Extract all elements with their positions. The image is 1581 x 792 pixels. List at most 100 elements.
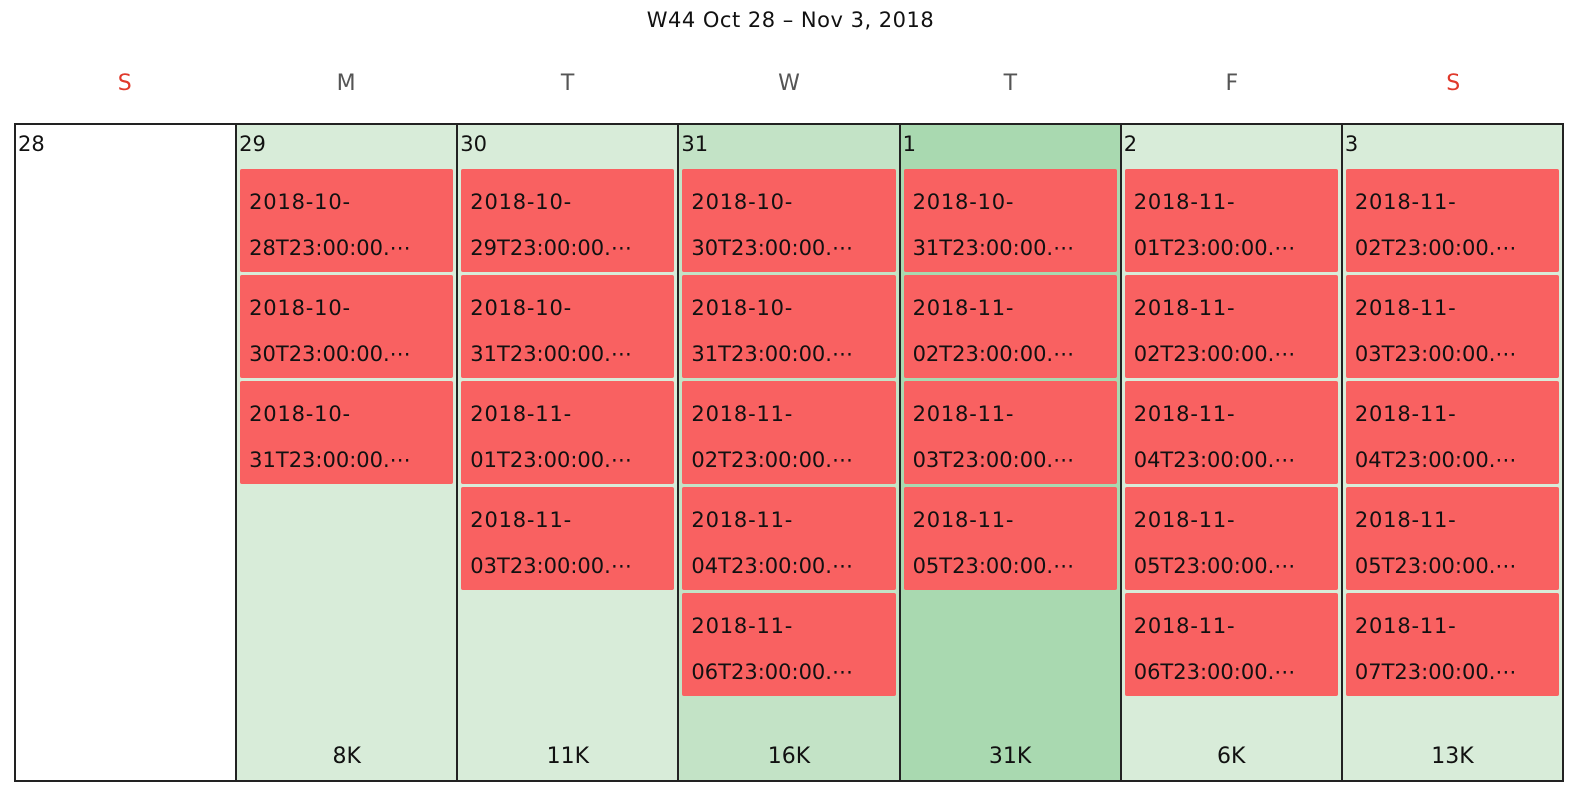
event-time-line: 05T23:00:00.⋯ — [1354, 554, 1517, 578]
event-time-line: 31T23:00:00.⋯ — [249, 448, 411, 472]
event-list: 2018-10- 30T23:00:00.⋯ 2018-10- 31T23:00:00… — [682, 169, 896, 699]
event-item[interactable]: 2018-11- 06T23:00:00.⋯ — [1124, 593, 1338, 696]
event-item[interactable]: 2018-11- 03T23:00:00.⋯ — [1345, 275, 1559, 378]
event-date-line: 2018-11- — [1354, 508, 1457, 532]
event-time-line: 06T23:00:00.⋯ — [1133, 660, 1296, 684]
day-total-count: 11K — [546, 744, 590, 769]
event-date-line: 2018-10- — [691, 296, 794, 320]
event-time-line: 05T23:00:00.⋯ — [912, 554, 1075, 578]
day-total-count: 31K — [988, 744, 1032, 769]
event-time-line: 31T23:00:00.⋯ — [470, 342, 632, 366]
event-item[interactable]: 2018-11- 02T23:00:00.⋯ — [1124, 275, 1338, 378]
weekday-label-tuesday: T — [560, 71, 575, 96]
day-number: 31 — [681, 132, 709, 156]
event-date-line: 2018-10- — [912, 190, 1015, 214]
event-date-line: 2018-11- — [1354, 190, 1457, 214]
day-total-count: 6K — [1217, 744, 1246, 769]
event-date-line: 2018-11- — [1133, 614, 1236, 638]
event-item[interactable]: 2018-11- 01T23:00:00.⋯ — [1124, 169, 1338, 272]
day-number: 2 — [1123, 132, 1138, 156]
day-number: 28 — [18, 132, 45, 156]
event-item[interactable]: 2018-11- 05T23:00:00.⋯ — [903, 487, 1117, 590]
event-item[interactable]: 2018-10- 31T23:00:00.⋯ — [682, 275, 896, 378]
event-list: 2018-11- 02T23:00:00.⋯ 2018-11- 03T23:00:00… — [1345, 169, 1559, 699]
event-date-line: 2018-11- — [1133, 508, 1236, 532]
event-item[interactable]: 2018-11- 04T23:00:00.⋯ — [1124, 381, 1338, 484]
event-time-line: 04T23:00:00.⋯ — [1133, 448, 1296, 472]
event-time-line: 01T23:00:00.⋯ — [1133, 236, 1296, 260]
event-time-line: 02T23:00:00.⋯ — [912, 342, 1075, 366]
day-cell-monday[interactable]: 29 2018-10- 28T23:00:00.⋯ 2018-10- 30T23:00:… — [235, 125, 457, 780]
event-time-line: 30T23:00:00.⋯ — [691, 236, 853, 260]
event-item[interactable]: 2018-11- 07T23:00:00.⋯ — [1345, 593, 1559, 696]
weekday-label-sunday: S — [117, 71, 132, 96]
event-item[interactable]: 2018-11- 06T23:00:00.⋯ — [682, 593, 896, 696]
calendar-week-grid: 28 29 2018-10- 28T23:00:00.⋯ 2018-10- 30T23:0… — [14, 123, 1564, 782]
event-date-line: 2018-11- — [912, 402, 1015, 426]
event-date-line: 2018-11- — [912, 508, 1015, 532]
event-list: 2018-10- 31T23:00:00.⋯ 2018-11- 02T23:00:00… — [903, 169, 1117, 593]
event-item[interactable]: 2018-10- 31T23:00:00.⋯ — [461, 275, 675, 378]
event-date-line: 2018-10- — [249, 402, 351, 426]
event-item[interactable]: 2018-11- 02T23:00:00.⋯ — [682, 381, 896, 484]
event-item[interactable]: 2018-11- 05T23:00:00.⋯ — [1345, 487, 1559, 590]
weekday-label-thursday: T — [1003, 71, 1018, 96]
day-total-count: 8K — [332, 744, 361, 769]
day-cell-sunday[interactable]: 28 — [16, 125, 236, 780]
weekday-label-friday: F — [1225, 71, 1239, 96]
event-date-line: 2018-10- — [691, 190, 794, 214]
weekday-label-monday: M — [336, 71, 356, 96]
event-date-line: 2018-11- — [691, 614, 794, 638]
event-list: 2018-10- 29T23:00:00.⋯ 2018-10- 31T23:00:00… — [461, 169, 675, 593]
event-date-line: 2018-11- — [691, 508, 794, 532]
event-item[interactable]: 2018-10- 31T23:00:00.⋯ — [903, 169, 1117, 272]
event-item[interactable]: 2018-10- 30T23:00:00.⋯ — [240, 275, 454, 378]
event-item[interactable]: 2018-11- 04T23:00:00.⋯ — [1345, 381, 1559, 484]
day-cell-thursday[interactable]: 1 2018-10- 31T23:00:00.⋯ 2018-11- 02T23:00:0… — [898, 125, 1120, 780]
event-list: 2018-11- 01T23:00:00.⋯ 2018-11- 02T23:00:00… — [1124, 169, 1338, 699]
event-date-line: 2018-10- — [470, 190, 573, 214]
day-number: 3 — [1344, 132, 1359, 156]
event-item[interactable]: 2018-10- 29T23:00:00.⋯ — [461, 169, 675, 272]
weekday-label-wednesday: W — [778, 71, 800, 96]
day-cell-tuesday[interactable]: 30 2018-10- 29T23:00:00.⋯ 2018-10- 31T23:00:… — [456, 125, 678, 780]
event-item[interactable]: 2018-11- 02T23:00:00.⋯ — [1345, 169, 1559, 272]
event-time-line: 02T23:00:00.⋯ — [1354, 236, 1517, 260]
event-time-line: 03T23:00:00.⋯ — [1354, 342, 1517, 366]
event-date-line: 2018-11- — [470, 402, 573, 426]
day-number: 29 — [239, 132, 266, 156]
event-list: 2018-10- 28T23:00:00.⋯ 2018-10- 30T23:00:00… — [240, 169, 454, 487]
day-total-count: 16K — [767, 744, 811, 769]
event-item[interactable]: 2018-11- 03T23:00:00.⋯ — [903, 381, 1117, 484]
event-item[interactable]: 2018-11- 05T23:00:00.⋯ — [1124, 487, 1338, 590]
event-item[interactable]: 2018-10- 28T23:00:00.⋯ — [240, 169, 454, 272]
event-date-line: 2018-11- — [1133, 190, 1236, 214]
event-item[interactable]: 2018-11- 02T23:00:00.⋯ — [903, 275, 1117, 378]
event-item[interactable]: 2018-11- 04T23:00:00.⋯ — [682, 487, 896, 590]
event-date-line: 2018-10- — [249, 190, 351, 214]
event-date-line: 2018-10- — [470, 296, 573, 320]
event-time-line: 01T23:00:00.⋯ — [470, 448, 632, 472]
event-item[interactable]: 2018-10- 31T23:00:00.⋯ — [240, 381, 454, 484]
weekday-label-saturday: S — [1446, 71, 1461, 96]
event-time-line: 02T23:00:00.⋯ — [691, 448, 853, 472]
day-cell-friday[interactable]: 2 2018-11- 01T23:00:00.⋯ 2018-11- 02T23:00:0… — [1119, 125, 1341, 780]
event-item[interactable]: 2018-11- 01T23:00:00.⋯ — [461, 381, 675, 484]
day-cell-saturday[interactable]: 3 2018-11- 02T23:00:00.⋯ 2018-11- 03T23:00:0… — [1340, 125, 1562, 780]
event-time-line: 28T23:00:00.⋯ — [249, 236, 411, 260]
event-item[interactable]: 2018-11- 03T23:00:00.⋯ — [461, 487, 675, 590]
event-time-line: 04T23:00:00.⋯ — [1354, 448, 1517, 472]
event-date-line: 2018-10- — [249, 296, 351, 320]
day-number: 30 — [460, 132, 488, 156]
weekday-header-row: S M T W T F S — [14, 66, 1564, 102]
event-time-line: 07T23:00:00.⋯ — [1354, 660, 1517, 684]
day-cell-wednesday[interactable]: 31 2018-10- 30T23:00:00.⋯ 2018-10- 31T23:00:… — [677, 125, 899, 780]
event-item[interactable]: 2018-10- 30T23:00:00.⋯ — [682, 169, 896, 272]
event-date-line: 2018-11- — [470, 508, 573, 532]
event-date-line: 2018-11- — [1354, 296, 1457, 320]
event-time-line: 03T23:00:00.⋯ — [470, 554, 632, 578]
event-time-line: 06T23:00:00.⋯ — [691, 660, 853, 684]
day-total-count: 13K — [1431, 744, 1474, 769]
event-time-line: 31T23:00:00.⋯ — [691, 342, 853, 366]
event-time-line: 31T23:00:00.⋯ — [912, 236, 1075, 260]
